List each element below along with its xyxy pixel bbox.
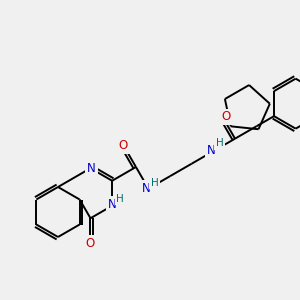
Text: O: O: [86, 237, 95, 250]
Text: N: N: [142, 182, 151, 195]
Text: H: H: [151, 178, 158, 188]
Text: O: O: [119, 139, 128, 152]
Text: O: O: [221, 110, 230, 124]
Text: H: H: [215, 138, 223, 148]
Text: N: N: [87, 162, 96, 175]
Text: N: N: [108, 198, 116, 211]
Text: H: H: [116, 194, 124, 204]
Text: N: N: [207, 144, 216, 157]
